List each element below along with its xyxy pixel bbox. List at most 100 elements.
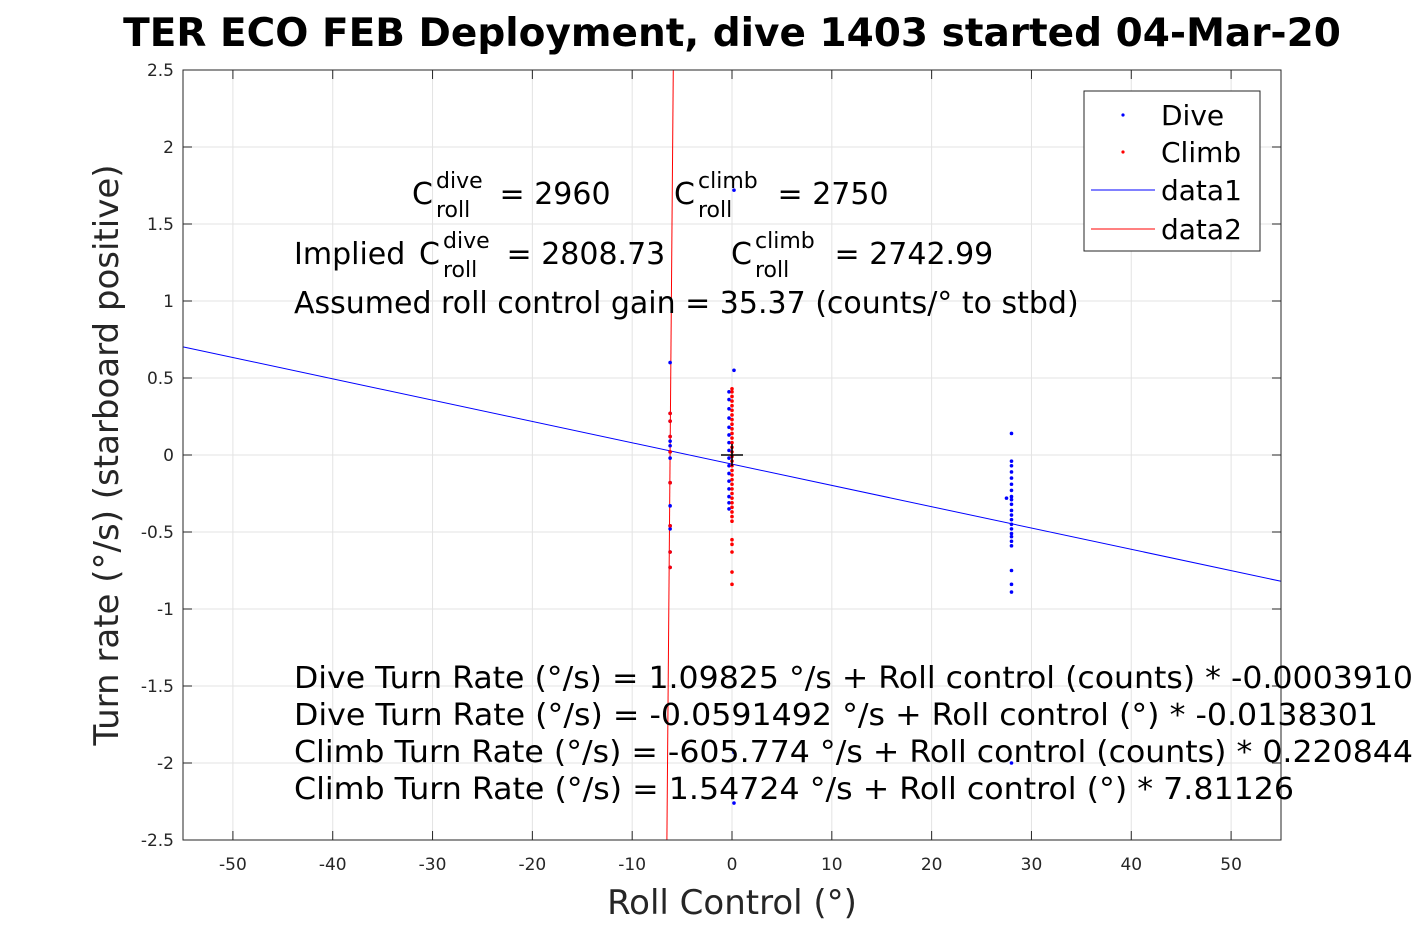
dive-point <box>1009 513 1014 517</box>
climb-point <box>730 440 734 445</box>
y-tick-label: 2 <box>163 138 174 158</box>
dive-point <box>732 188 736 192</box>
dive-point <box>668 360 672 365</box>
climb-point <box>730 570 734 574</box>
climb-point <box>730 427 734 431</box>
dive-point <box>1009 534 1014 539</box>
dive-point <box>1009 508 1014 513</box>
dive-point <box>1009 531 1014 536</box>
dive-point <box>668 527 672 531</box>
annotation-c-dive: C dive roll = 2960 <box>412 169 611 223</box>
climb-point <box>730 487 734 491</box>
annotation-implied-dive: Implied C dive roll = 2808.73 <box>294 229 665 283</box>
climb-point <box>668 550 672 554</box>
annotation-eq-2: Dive Turn Rate (°/s) = -0.0591492 °/s + … <box>294 698 1378 733</box>
implied-climb-value: = 2742.99 <box>825 237 993 272</box>
legend-swatch-dive <box>1121 113 1125 117</box>
y-axis-label: Turn rate (°/s) (starboard positive) <box>87 164 127 746</box>
climb-point <box>730 550 734 554</box>
c-climb-sup: climb <box>698 169 758 194</box>
climb-point <box>730 582 734 587</box>
legend: Dive Climb data1 data2 <box>1083 90 1261 252</box>
climb-point <box>730 477 734 482</box>
c-dive-value: = 2960 <box>490 177 611 212</box>
climb-point <box>730 537 734 542</box>
climb-point <box>730 422 734 427</box>
implied-climb-sup: climb <box>755 229 815 254</box>
dive-point <box>727 507 731 511</box>
climb-point <box>668 565 672 570</box>
x-tick-label: 20 <box>921 855 943 875</box>
y-tick-label: -1 <box>157 600 174 620</box>
annotation-gain: Assumed roll control gain = 35.37 (count… <box>294 286 1079 321</box>
implied-prefix: Implied <box>294 237 415 272</box>
climb-point <box>730 394 734 399</box>
y-tick-label: -0.5 <box>141 523 174 543</box>
dive-point <box>1009 482 1014 487</box>
annotation-eq-4: Climb Turn Rate (°/s) = 1.54724 °/s + Ro… <box>294 772 1294 807</box>
dive-point <box>1009 517 1014 522</box>
y-tick-label: 1 <box>163 292 174 312</box>
c-dive-sub: roll <box>436 198 470 223</box>
x-tick-label: -20 <box>518 855 546 875</box>
fit-line-data2 <box>666 69 674 841</box>
dive-point <box>727 433 731 437</box>
dive-point <box>668 456 672 460</box>
climb-point <box>730 386 734 391</box>
dive-point <box>1009 544 1014 548</box>
dive-point <box>1009 494 1014 499</box>
legend-swatch-climb <box>1121 150 1125 154</box>
chart-title: TER ECO FEB Deployment, dive 1403 starte… <box>123 11 1341 56</box>
x-tick-label: -30 <box>419 855 447 875</box>
climb-point <box>668 480 672 485</box>
climb-point <box>730 510 734 514</box>
dive-point <box>1009 502 1014 507</box>
x-tick-label: 50 <box>1220 855 1242 875</box>
implied-dive-sub: roll <box>443 258 477 283</box>
dive-point <box>668 504 672 508</box>
climb-point <box>730 403 734 408</box>
legend-label-climb: Climb <box>1161 136 1241 169</box>
annotation-implied-climb: C climb roll = 2742.99 <box>731 229 993 283</box>
climb-point <box>730 519 734 524</box>
y-tick-label: 0 <box>163 446 174 466</box>
dive-point <box>727 416 731 420</box>
climb-point <box>730 417 734 422</box>
dive-point <box>1009 470 1014 474</box>
climb-point <box>668 419 672 423</box>
dive-point <box>727 440 731 445</box>
x-tick-label: 40 <box>1120 855 1142 875</box>
dive-point <box>668 443 672 448</box>
legend-box <box>1083 90 1261 252</box>
dive-point <box>727 487 731 491</box>
implied-dive-base: C <box>419 237 440 272</box>
dive-point <box>1009 761 1014 765</box>
climb-point <box>730 500 734 505</box>
climb-point <box>730 482 734 487</box>
dive-point <box>727 448 731 453</box>
climb-point <box>668 411 672 416</box>
c-dive-sup: dive <box>436 169 483 194</box>
origin-marker <box>721 444 743 466</box>
climb-point <box>730 468 734 473</box>
climb-point <box>668 434 672 439</box>
climb-point <box>730 473 734 477</box>
annotation-c-climb: C climb roll = 2750 <box>674 169 889 223</box>
climb-point <box>730 390 734 394</box>
climb-point <box>730 505 734 510</box>
climb-point <box>730 542 734 547</box>
implied-dive-sup: dive <box>443 229 490 254</box>
dive-point <box>1009 459 1014 463</box>
dive-point <box>732 368 736 373</box>
climb-point <box>668 524 672 528</box>
dive-point <box>727 463 731 468</box>
x-tick-label: -40 <box>319 855 347 875</box>
dive-point <box>1009 590 1014 594</box>
dive-point <box>732 801 736 805</box>
x-tick-label: -10 <box>618 855 646 875</box>
climb-point <box>730 496 734 500</box>
climb-point <box>730 399 734 403</box>
dive-point <box>727 494 731 499</box>
dive-point <box>732 750 736 755</box>
climb-point <box>668 450 672 454</box>
